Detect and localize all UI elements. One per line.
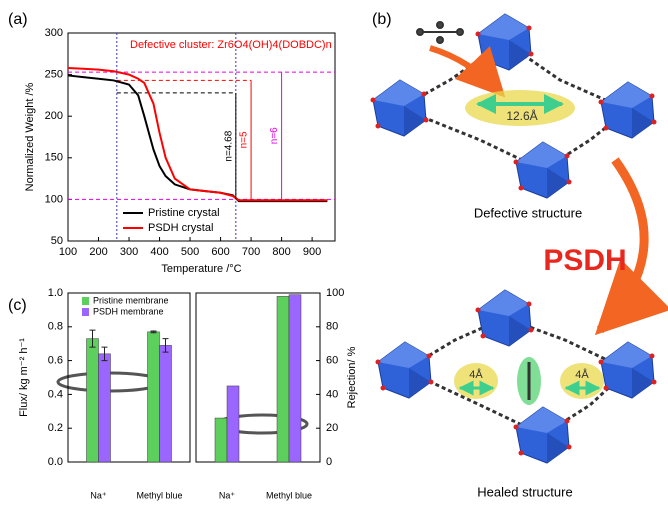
y-tick-label: 1.0 <box>48 287 63 299</box>
annotation: n=5 <box>239 131 250 148</box>
y-tick-label: 100 <box>326 287 344 299</box>
x-tick-label: Na⁺ <box>90 490 107 500</box>
y-tick-label: 150 <box>45 152 63 164</box>
legend-label: Pristine membrane <box>93 295 169 305</box>
x-axis-label: Temperature /°C <box>161 263 241 275</box>
y-tick-label: 0.8 <box>48 321 63 333</box>
y-axis-label: Normalized Weight /% <box>24 82 36 191</box>
x-tick-label: 100 <box>59 246 77 258</box>
y-tick-label: 300 <box>45 27 63 39</box>
caption: Healed structure <box>477 484 572 499</box>
y-tick-label: 20 <box>326 422 338 434</box>
annotation: n=6 <box>269 127 280 144</box>
y-tick-label: 0.4 <box>48 388 63 400</box>
x-tick-label: Na⁺ <box>219 490 236 500</box>
y-tick-label: 40 <box>326 388 338 400</box>
legend-label: PSDH crystal <box>148 222 213 234</box>
x-tick-label: 900 <box>303 246 321 258</box>
y-tick-label: 0.6 <box>48 355 63 367</box>
figure: (b) 12.6Å Defective structure PSDH 4Å 4Å… <box>0 0 668 501</box>
y-tick-label: 250 <box>45 69 63 81</box>
x-tick-label: Methyl blue <box>136 490 182 500</box>
x-tick-label: 700 <box>242 246 260 258</box>
x-tick-label: 500 <box>181 246 199 258</box>
legend-swatch <box>82 297 89 305</box>
annotation: n=4.68 <box>223 130 234 161</box>
y-tick-label: 0 <box>326 456 332 468</box>
bar <box>277 296 289 462</box>
x-tick-label: 300 <box>120 246 138 258</box>
y-tick-label: 50 <box>51 235 63 247</box>
bar <box>227 386 239 462</box>
y-axis-label: Flux/ kg m⁻² h⁻¹ <box>18 338 30 417</box>
panel-label: (c) <box>8 297 27 314</box>
line-series <box>68 68 327 200</box>
diagram: (b) 12.6Å Defective structure PSDH 4Å 4Å… <box>371 11 657 499</box>
bar <box>215 418 227 462</box>
x-tick-label: 800 <box>272 246 290 258</box>
caption: Defective structure <box>474 205 582 220</box>
y-tick-label: 100 <box>45 193 63 205</box>
y-tick-label: 0.2 <box>48 422 63 434</box>
plot-frame <box>196 293 320 462</box>
bar <box>148 332 160 462</box>
y-tick-label: 0.0 <box>48 456 63 468</box>
bar <box>289 295 301 462</box>
pore-size: 4Å <box>575 368 589 381</box>
y-tick-label: 60 <box>326 355 338 367</box>
legend-label: Pristine crystal <box>148 207 220 219</box>
y-tick-label: 80 <box>326 321 338 333</box>
y-tick-label: 200 <box>45 110 63 122</box>
x-tick-label: 400 <box>150 246 168 258</box>
pore-size: 12.6Å <box>506 108 537 123</box>
x-tick-label: 600 <box>211 246 229 258</box>
bar <box>99 354 111 462</box>
legend-swatch <box>82 308 89 316</box>
line-series <box>68 75 327 201</box>
x-tick-label: 200 <box>89 246 107 258</box>
pore-size: 4Å <box>469 368 483 381</box>
legend-label: PSDH membrane <box>93 306 164 316</box>
y-axis-label: Rejection/ % <box>346 346 358 408</box>
panel-label: (a) <box>8 11 28 28</box>
bar <box>87 339 99 462</box>
bar <box>160 345 172 462</box>
annotation: Defective cluster: Zr6O4(OH)4(DOBDC)n <box>130 39 332 51</box>
process-label: PSDH <box>543 244 626 277</box>
x-tick-label: Methyl blue <box>266 490 312 500</box>
panel-label: (b) <box>372 11 392 28</box>
